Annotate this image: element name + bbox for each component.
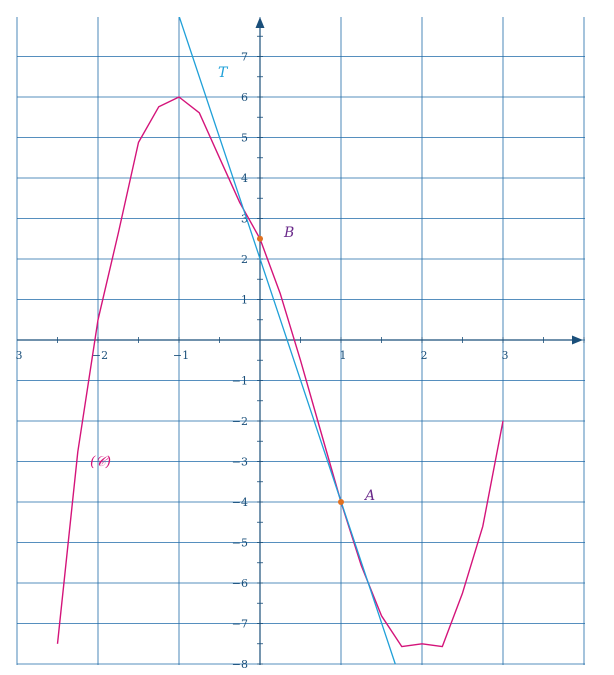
x-tick-label: −2 <box>92 349 108 362</box>
y-tick-label: −6 <box>232 577 248 590</box>
y-tick-label: 1 <box>241 294 248 307</box>
y-tick-label: −1 <box>232 375 248 388</box>
y-tick-label: 4 <box>241 172 248 185</box>
y-tick-label: −5 <box>232 537 248 550</box>
axes <box>17 17 585 665</box>
y-tick-label: −7 <box>232 618 248 631</box>
x-tick-label: 3 <box>16 349 23 362</box>
curve-c <box>56 96 504 648</box>
y-tick-label: 6 <box>241 91 248 104</box>
y-tick-label: −3 <box>232 456 248 469</box>
y-tick-label: 7 <box>241 51 248 64</box>
y-tick-label: −2 <box>232 415 248 428</box>
y-tick-label: 5 <box>241 132 248 145</box>
x-tick-label: 3 <box>502 349 509 362</box>
grid <box>16 17 585 665</box>
curve-c-label: (𝒞) <box>90 454 111 470</box>
y-tick-label: 2 <box>241 253 248 266</box>
point-label-a: A <box>363 488 375 504</box>
y-axis-arrow <box>255 17 265 28</box>
x-tick-label: 2 <box>421 349 428 362</box>
points: (𝒞) T B A <box>90 65 375 505</box>
x-axis-arrow <box>572 335 583 345</box>
tangent-t <box>178 17 396 665</box>
y-tick-label: 3 <box>241 213 248 226</box>
x-tick-label: 1 <box>340 349 347 362</box>
tick-labels: 3 −2 −1 1 2 3 7 6 5 4 3 2 1 −1 −2 −3 −4 −5 −6 −7 −8 <box>16 51 509 672</box>
y-tick-label: −8 <box>232 658 248 671</box>
x-tick-label: −1 <box>173 349 189 362</box>
point-label-b: B <box>283 225 294 241</box>
tangent-t-label: T <box>218 65 229 81</box>
y-tick-label: −4 <box>232 496 248 509</box>
point-a <box>338 499 344 505</box>
point-b <box>257 235 263 242</box>
curves <box>56 17 504 665</box>
